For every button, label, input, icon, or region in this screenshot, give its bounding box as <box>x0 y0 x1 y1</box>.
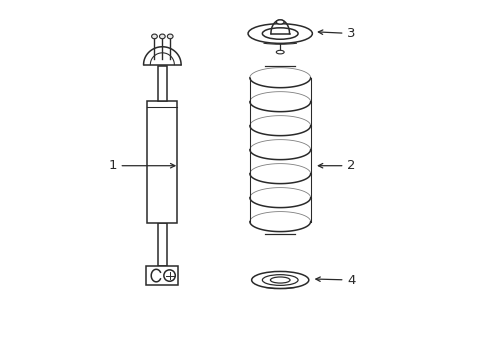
Ellipse shape <box>159 34 165 39</box>
Ellipse shape <box>251 271 308 289</box>
Text: 4: 4 <box>315 274 355 287</box>
FancyBboxPatch shape <box>157 223 166 266</box>
Ellipse shape <box>270 277 289 283</box>
FancyBboxPatch shape <box>146 266 178 285</box>
Ellipse shape <box>276 50 284 54</box>
Ellipse shape <box>167 34 173 39</box>
FancyBboxPatch shape <box>147 102 177 223</box>
Text: 3: 3 <box>318 27 355 40</box>
Ellipse shape <box>151 34 157 39</box>
Ellipse shape <box>262 28 298 39</box>
Ellipse shape <box>276 20 284 24</box>
Text: 1: 1 <box>108 159 175 172</box>
FancyBboxPatch shape <box>157 66 166 102</box>
Ellipse shape <box>247 24 312 43</box>
Text: 2: 2 <box>318 159 355 172</box>
Ellipse shape <box>262 275 298 285</box>
